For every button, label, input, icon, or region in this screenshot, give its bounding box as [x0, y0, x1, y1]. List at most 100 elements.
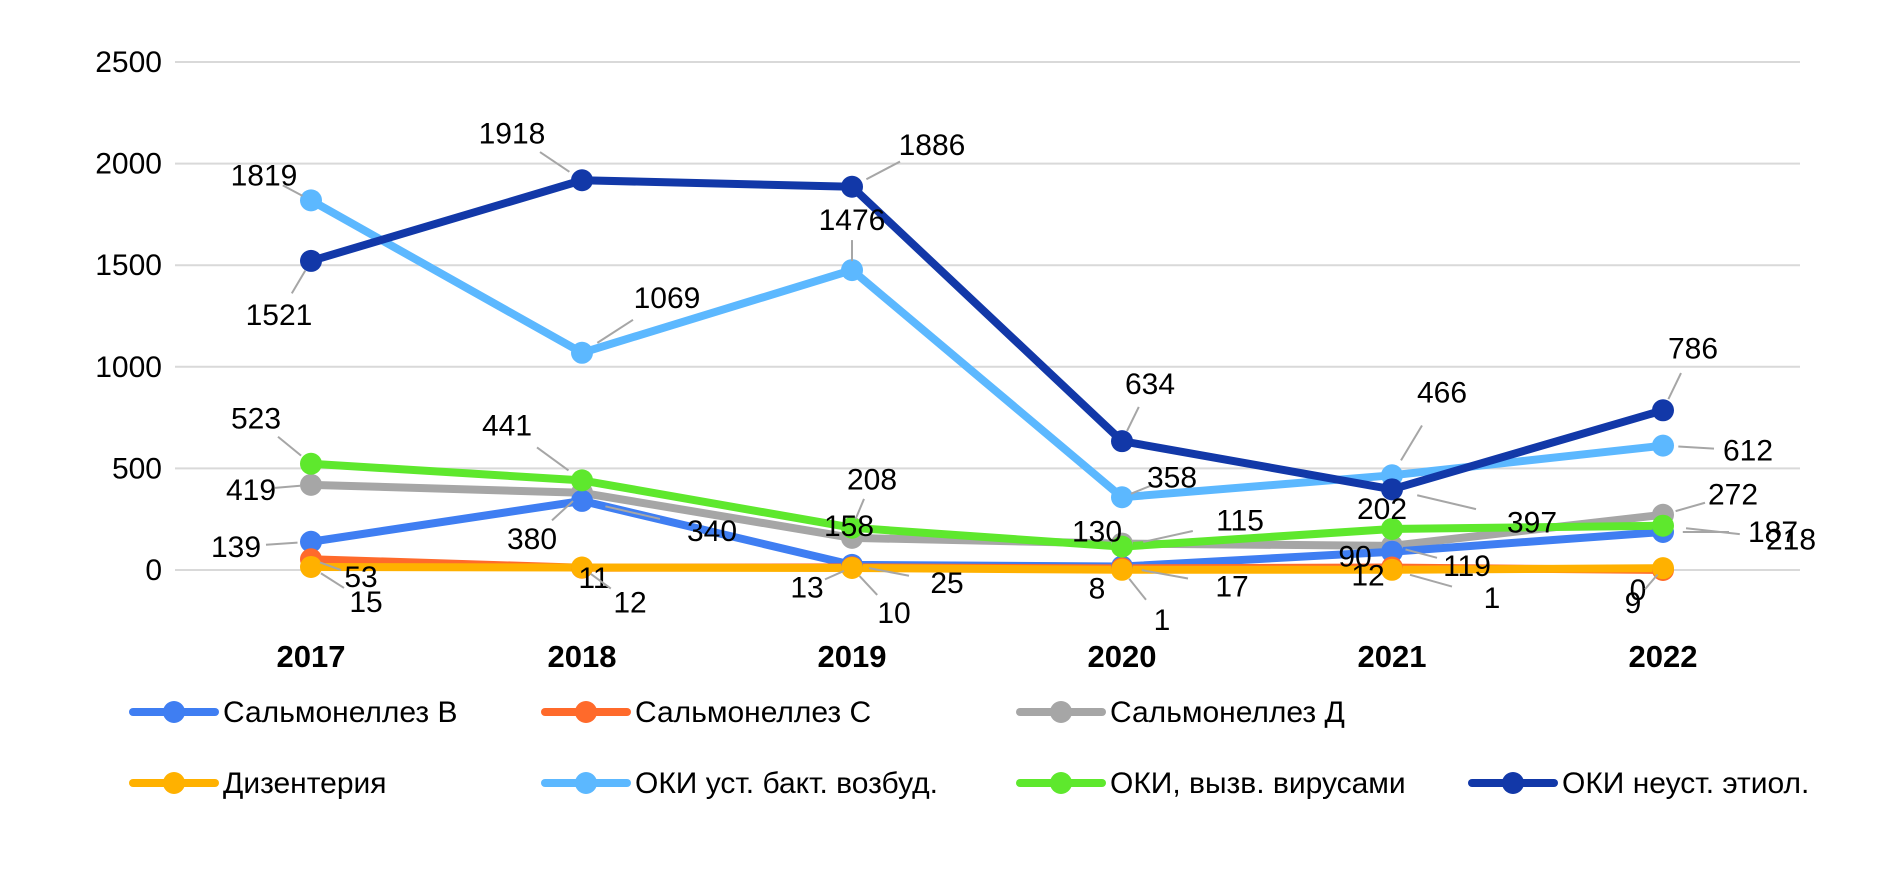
series-line — [307, 176, 1667, 494]
data-label: 272 — [1708, 479, 1758, 512]
leader-line — [319, 561, 342, 571]
leader-line — [605, 505, 661, 520]
leader-line — [1409, 573, 1453, 588]
x-category-label: 2019 — [818, 639, 887, 674]
data-label: 9 — [1625, 587, 1642, 620]
data-label: 115 — [1216, 505, 1264, 538]
data-point — [300, 555, 322, 578]
leader-line — [536, 446, 570, 472]
data-label: 340 — [687, 515, 737, 548]
data-label: 612 — [1723, 435, 1773, 468]
leader-line — [1675, 501, 1706, 513]
data-label: 1069 — [634, 282, 701, 315]
leader-line — [277, 435, 302, 457]
y-tick-label: 500 — [112, 452, 162, 485]
data-label: 1 — [1154, 604, 1171, 637]
series-line — [307, 196, 1667, 502]
leader-line — [1141, 569, 1189, 580]
data-point — [1381, 540, 1403, 563]
legend-label: Дизентерия — [223, 767, 387, 800]
data-label: 1886 — [899, 129, 966, 162]
data-label: 786 — [1668, 332, 1718, 365]
leader-line — [282, 184, 304, 197]
legend-label: Сальмонеллез Д — [1110, 696, 1345, 729]
data-label: 11 — [578, 562, 609, 595]
legend-swatch-marker — [575, 701, 597, 723]
leader-line — [1400, 424, 1423, 461]
leader-line — [590, 573, 612, 590]
x-category-label: 2017 — [277, 639, 346, 674]
leader-line — [1644, 573, 1659, 590]
data-label: 1 — [1484, 582, 1501, 615]
leader-line — [824, 570, 845, 581]
legend-label: ОКИ уст. бакт. возбуд. — [635, 767, 938, 800]
data-label: 187 — [1748, 516, 1798, 549]
leader-line — [551, 500, 574, 522]
leader-line — [865, 160, 901, 181]
y-tick-label: 0 — [145, 554, 162, 587]
data-label: 1819 — [231, 159, 298, 192]
data-point — [1652, 557, 1674, 580]
data-label: 12 — [1351, 560, 1384, 593]
legend-swatch-marker — [1502, 772, 1524, 794]
leader-line — [858, 575, 878, 596]
data-label: 139 — [211, 531, 261, 564]
data-point — [841, 556, 863, 579]
leader-line — [1128, 578, 1147, 601]
data-point — [841, 175, 863, 198]
legend-label: ОКИ, вызв. вирусами — [1110, 767, 1406, 800]
data-point — [571, 489, 593, 512]
data-point — [1652, 434, 1674, 457]
data-label: 466 — [1417, 376, 1467, 409]
data-label: 0 — [1630, 574, 1647, 607]
leader-line — [290, 270, 307, 294]
data-label: 1918 — [479, 117, 546, 150]
leader-line — [1126, 406, 1140, 432]
leader-line — [1416, 494, 1477, 511]
data-label: 15 — [349, 586, 382, 619]
data-label: 1521 — [246, 299, 313, 332]
x-category-label: 2020 — [1088, 639, 1157, 674]
data-point — [1652, 399, 1674, 422]
data-label: 202 — [1357, 493, 1407, 526]
legend: Сальмонеллез В Сальмонеллез С Сальмонеллез… — [129, 696, 1809, 800]
x-category-label: 2022 — [1629, 639, 1698, 674]
leader-line — [854, 498, 865, 520]
data-point — [1111, 486, 1133, 509]
data-label: 17 — [1215, 571, 1248, 604]
data-point — [571, 169, 593, 192]
legend-label: ОКИ неуст. этиол. — [1562, 767, 1809, 800]
leader-line — [1685, 527, 1740, 536]
y-axis-ticks: 0 500 1000 1500 2000 2500 — [95, 46, 162, 587]
legend-swatch-marker — [163, 701, 185, 723]
data-label: 380 — [507, 523, 557, 556]
data-point — [1381, 517, 1403, 540]
data-label: 441 — [482, 409, 532, 442]
series-line — [307, 562, 1667, 574]
data-label: 397 — [1507, 506, 1557, 539]
data-label: 130 — [1072, 516, 1122, 549]
data-point — [1111, 430, 1133, 453]
legend-swatch-marker — [1050, 772, 1072, 794]
leader-line — [265, 541, 298, 546]
data-point — [1652, 514, 1674, 537]
data-point — [571, 469, 593, 492]
legend-label: Сальмонеллез В — [223, 696, 458, 729]
y-tick-label: 1500 — [95, 249, 162, 282]
data-point — [300, 473, 322, 496]
data-label: 1476 — [819, 204, 886, 237]
y-tick-label: 2500 — [95, 46, 162, 79]
leader-line — [1143, 530, 1194, 543]
y-tick-label: 1000 — [95, 351, 162, 384]
legend-label: Сальмонеллез С — [635, 696, 871, 729]
x-axis-categories: 2017 2018 2019 2020 2021 2022 — [277, 639, 1698, 674]
leader-line — [274, 484, 301, 489]
leader-line — [539, 151, 570, 173]
x-category-label: 2018 — [548, 639, 617, 674]
leader-line — [1405, 548, 1438, 559]
data-label: 13 — [790, 571, 823, 604]
data-label: 10 — [877, 597, 910, 630]
leader-line — [1667, 372, 1682, 400]
leader-line — [1678, 445, 1715, 450]
